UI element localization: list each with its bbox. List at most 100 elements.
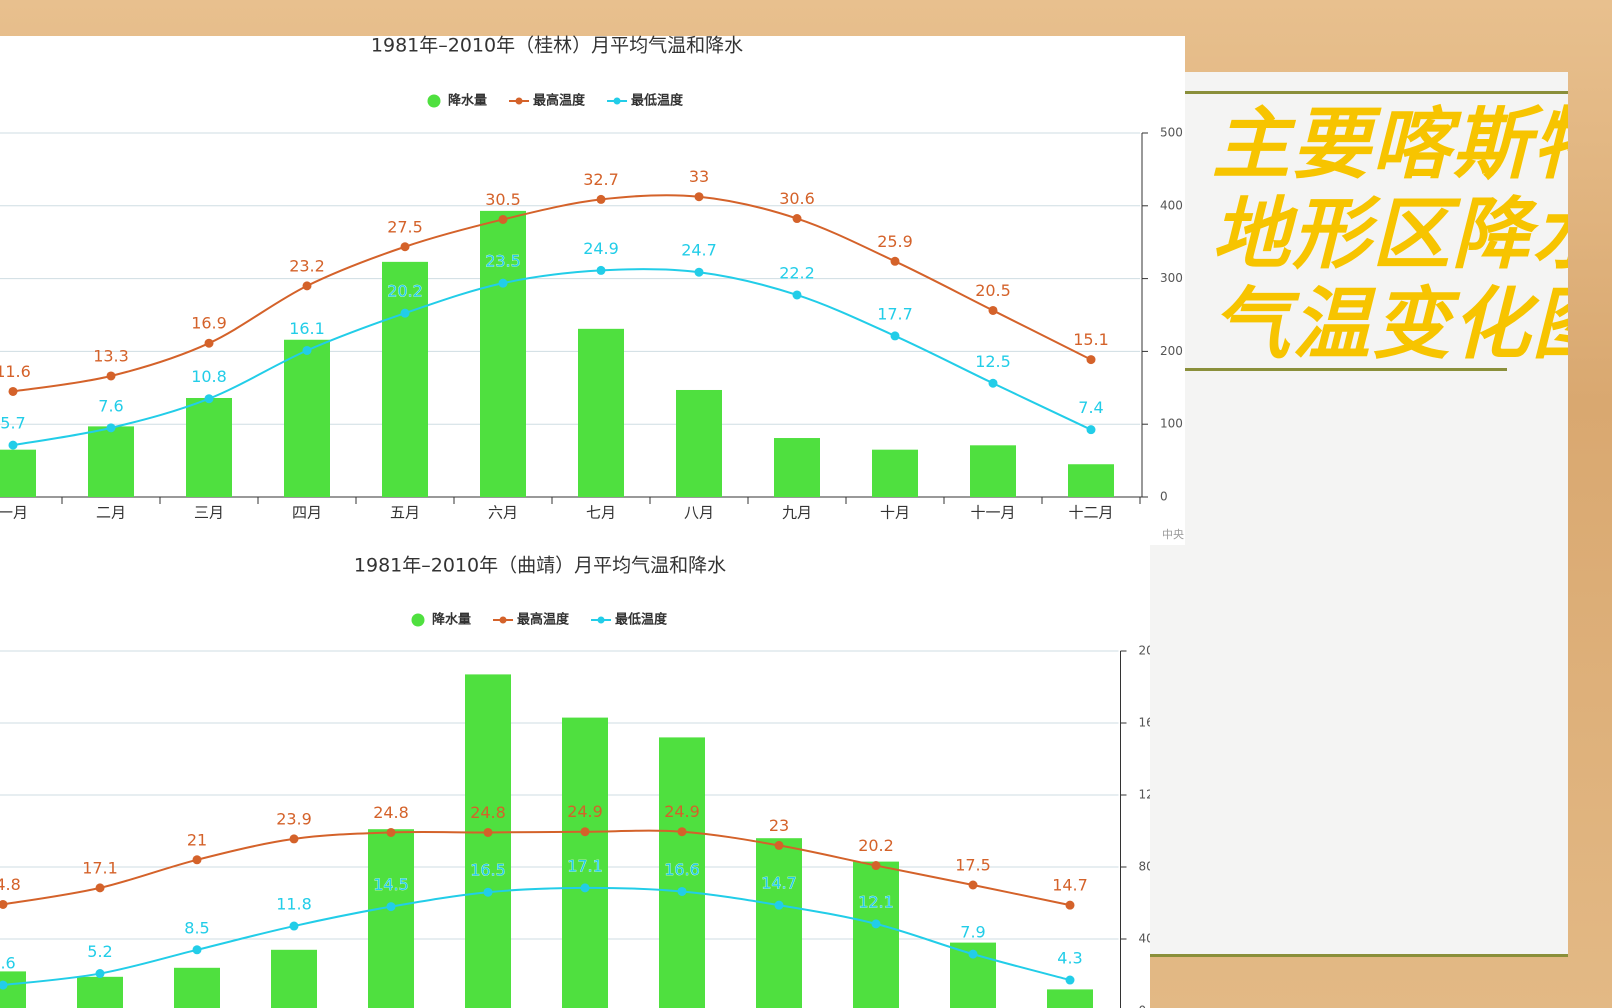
legend-swatch [515, 97, 523, 105]
y2-tick-label: 40 [1139, 932, 1154, 946]
data-label: 13.3 [93, 346, 129, 365]
x-tick-label: 十二月 [1068, 504, 1113, 522]
data-label: 16.5 [470, 861, 506, 880]
point [106, 371, 116, 381]
data-label: 16.1 [289, 319, 325, 338]
data-label: 17.7 [877, 304, 913, 323]
point [988, 305, 998, 315]
data-label: 4.3 [1057, 949, 1082, 968]
x-tick-label: 十一月 [970, 504, 1015, 522]
data-label: 24.8 [373, 803, 409, 822]
data-label: 16.9 [191, 314, 227, 333]
data-label: 23.9 [276, 809, 312, 828]
point [498, 278, 508, 288]
point [890, 256, 900, 266]
line [2, 829, 1071, 907]
bar [88, 426, 134, 497]
point [792, 214, 802, 224]
point [694, 192, 704, 202]
point [871, 919, 881, 929]
point [8, 440, 18, 450]
bar [77, 976, 123, 1008]
y2-tick-label: 0 [1160, 490, 1168, 504]
bar [465, 674, 511, 1008]
point [890, 331, 900, 341]
y2-tick-label: 500 [1160, 126, 1183, 140]
data-label: 23.2 [289, 256, 325, 275]
point [0, 980, 8, 990]
point [302, 281, 312, 291]
point [596, 194, 606, 204]
data-label: 27.5 [387, 217, 423, 236]
point [386, 827, 396, 837]
bar [562, 717, 608, 1008]
point [596, 265, 606, 275]
bar [1047, 989, 1093, 1008]
source: 中央 [1162, 528, 1184, 541]
point [1086, 425, 1096, 435]
data-label: 14.5 [373, 875, 409, 894]
point [8, 386, 18, 396]
point [400, 308, 410, 318]
x-tick-label: 六月 [488, 504, 518, 522]
point [580, 827, 590, 837]
y2-tick-label: 100 [1160, 417, 1183, 431]
point [677, 886, 687, 896]
data-label: 20.2 [858, 836, 894, 855]
data-label: 14.7 [761, 874, 797, 893]
point [968, 949, 978, 959]
x-tick-label: 七月 [586, 504, 616, 522]
bar [382, 261, 428, 497]
data-label: 20.2 [387, 282, 423, 301]
data-label: 15.1 [1073, 330, 1109, 349]
point [498, 214, 508, 224]
data-label: 24.9 [567, 802, 603, 821]
data-label: 10.8 [191, 367, 227, 386]
bar [578, 328, 624, 497]
data-label: 24.9 [664, 802, 700, 821]
point [774, 840, 784, 850]
legend-swatch [499, 616, 507, 624]
data-label: 25.9 [877, 232, 913, 251]
point [192, 945, 202, 955]
bar [186, 397, 232, 497]
legend-swatch [597, 616, 605, 624]
bar [676, 389, 722, 497]
data-label: 24.7 [681, 241, 717, 260]
bar [480, 210, 526, 497]
point [204, 394, 214, 404]
point [0, 899, 8, 909]
point [106, 423, 116, 433]
line [12, 194, 1092, 393]
bar [970, 445, 1016, 497]
point [677, 827, 687, 837]
title-line: 主要喀斯特 [1212, 100, 1568, 190]
data-label: 23.5 [485, 252, 521, 271]
legend-label: 降水量 [448, 93, 487, 109]
bar [774, 438, 820, 497]
rule [1150, 954, 1568, 957]
data-label: 17.5 [955, 856, 991, 875]
data-label: 32.7 [583, 170, 619, 189]
point [483, 887, 493, 897]
bar [1068, 464, 1114, 497]
bar [0, 971, 26, 1008]
legend-swatch [427, 94, 441, 108]
legend-swatch [411, 613, 425, 627]
point [204, 338, 214, 348]
data-label: 30.5 [485, 190, 521, 209]
x-tick-label: 八月 [684, 504, 714, 522]
data-label: 5.2 [87, 942, 112, 961]
point [95, 883, 105, 893]
point [289, 921, 299, 931]
slide-title: 主要喀斯特 地形区降水 气温变化图 [1212, 100, 1568, 370]
data-label: 24.9 [583, 239, 619, 258]
point [774, 900, 784, 910]
line [12, 268, 1092, 447]
legend-label: 降水量 [432, 612, 471, 628]
point [1065, 900, 1075, 910]
point [694, 267, 704, 277]
data-label: 12.1 [858, 892, 894, 911]
title-line: 气温变化图 [1212, 280, 1568, 370]
y2-tick-label: 300 [1160, 271, 1183, 285]
